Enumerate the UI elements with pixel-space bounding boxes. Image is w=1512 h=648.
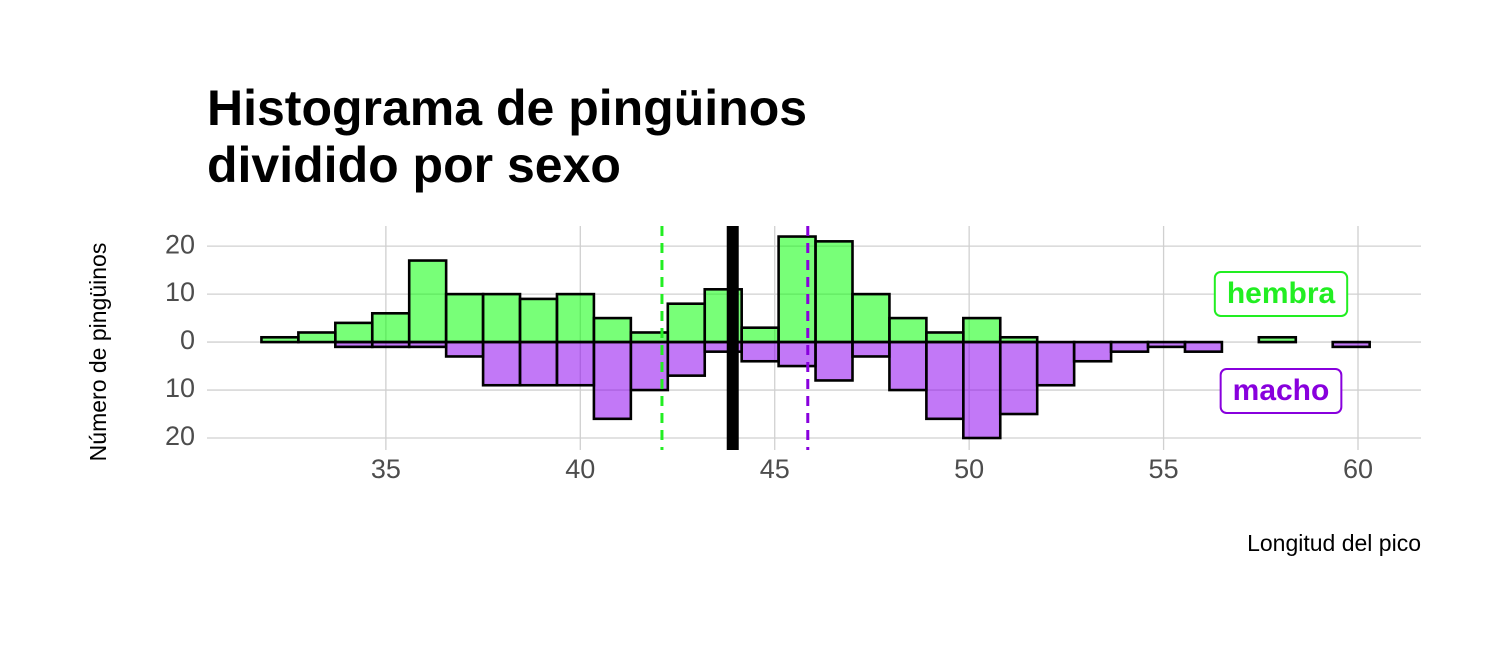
y-tick-label: 0 xyxy=(180,325,195,355)
bar xyxy=(444,340,485,358)
y-tick-label: 10 xyxy=(165,373,195,403)
bar xyxy=(666,302,707,344)
bar xyxy=(1109,340,1150,353)
bar xyxy=(297,331,337,344)
bar xyxy=(555,292,596,344)
series-label-box xyxy=(1213,271,1349,317)
bar xyxy=(518,340,559,387)
series-label: hembra xyxy=(1213,271,1349,317)
bar xyxy=(962,316,1002,344)
bar xyxy=(407,259,448,344)
bar xyxy=(1183,340,1224,353)
y-tick-label: 10 xyxy=(165,277,195,307)
bar xyxy=(777,235,817,344)
bar xyxy=(1072,340,1113,363)
bar xyxy=(740,340,780,363)
bar xyxy=(592,316,633,344)
x-tick-label: 60 xyxy=(1343,454,1373,484)
bar xyxy=(444,292,485,344)
bar xyxy=(666,340,707,377)
bar xyxy=(555,340,596,387)
bar xyxy=(777,340,817,368)
bar xyxy=(407,340,448,349)
bar xyxy=(962,340,1002,440)
bar xyxy=(925,331,965,344)
x-tick-label: 35 xyxy=(371,454,401,484)
bar xyxy=(518,297,559,344)
bar xyxy=(925,340,965,421)
bar xyxy=(370,340,411,349)
bar xyxy=(334,321,374,344)
y-tick-label: 20 xyxy=(165,229,195,259)
bar xyxy=(1331,340,1371,349)
bar xyxy=(814,340,854,382)
bar xyxy=(1146,340,1187,349)
series-label: macho xyxy=(1219,368,1343,414)
y-axis-label: Número de pingüinos xyxy=(85,243,111,462)
bar xyxy=(814,240,854,344)
y-tick-label: 20 xyxy=(165,421,195,451)
bar xyxy=(370,311,411,344)
bar xyxy=(851,292,891,344)
series-label-text: macho xyxy=(1233,374,1330,407)
bar xyxy=(888,340,928,392)
bar xyxy=(998,340,1039,416)
bar xyxy=(481,292,522,344)
series-label-text: hembra xyxy=(1227,277,1336,310)
bar xyxy=(740,326,780,344)
bar xyxy=(334,340,374,349)
bar xyxy=(1035,340,1076,387)
bar xyxy=(851,340,891,358)
bar xyxy=(1257,335,1298,344)
bar xyxy=(592,340,633,421)
x-tick-label: 55 xyxy=(1149,454,1179,484)
x-tick-label: 45 xyxy=(760,454,790,484)
bar xyxy=(260,335,300,344)
bar xyxy=(481,340,522,387)
bar xyxy=(888,316,928,344)
chart-title: Histograma de pingüinos dividido por sex… xyxy=(207,80,808,193)
series-label-box xyxy=(1219,368,1343,414)
x-tick-label: 40 xyxy=(565,454,595,484)
x-axis-label: Longitud del pico xyxy=(1247,530,1421,556)
x-tick-label: 50 xyxy=(954,454,984,484)
